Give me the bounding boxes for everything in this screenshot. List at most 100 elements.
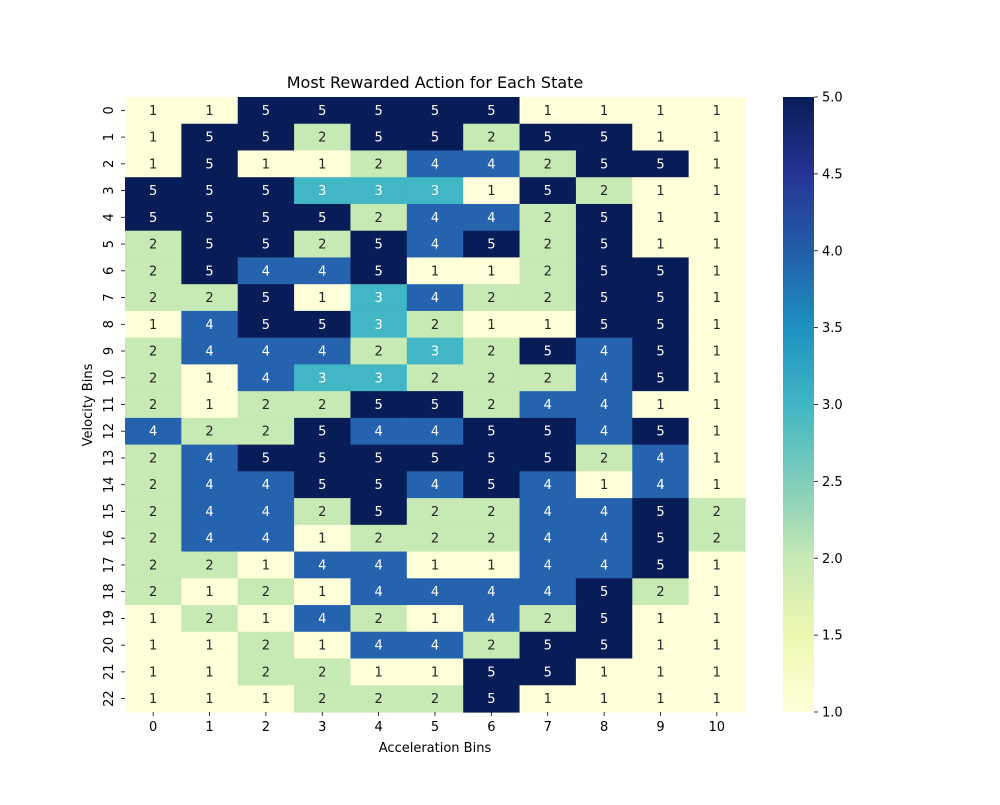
heatmap-cell [350,605,408,633]
heatmap-cell [181,658,239,686]
colorbar-tick-label: 3.5 [822,321,843,336]
heatmap-cell [632,685,690,713]
heatmap-cell [181,524,239,553]
cell-value-label: 1 [713,264,721,279]
cell-value-label: 4 [149,425,157,440]
heatmap-cell [632,177,690,205]
cell-value-label: 2 [205,291,213,306]
heatmap-cell [688,364,746,392]
cell-value-label: 5 [487,104,495,119]
cell-value-label: 1 [713,157,721,172]
x-tick-label: 0 [149,720,157,735]
heatmap-cell [406,364,464,392]
heatmap-cell [688,230,746,259]
heatmap-cell [519,337,577,365]
cell-value-label: 4 [374,558,382,573]
cell-value-label: 1 [431,264,439,279]
heatmap-cell [237,123,295,152]
cell-value-label: 5 [656,157,664,172]
cell-value-label: 1 [318,291,326,306]
cell-value-label: 1 [149,157,157,172]
heatmap-cell [688,203,746,232]
heatmap-cell [575,310,633,339]
chart-title: Most Rewarded Action for Each State [287,73,584,92]
cell-value-label: 1 [600,104,608,119]
heatmap-cell [406,524,464,553]
cell-value-label: 5 [149,184,157,199]
cell-value-label: 2 [149,505,157,520]
cell-value-label: 2 [544,157,552,172]
cell-value-label: 5 [600,318,608,333]
cell-value-label: 4 [487,612,495,627]
heatmap-cell [181,444,239,472]
cell-value-label: 2 [374,532,382,547]
cell-value-label: 4 [600,371,608,386]
cell-value-label: 4 [318,264,326,279]
heatmap-cell [125,97,182,125]
colorbar [783,97,814,712]
y-axis-label: Velocity Bins [81,363,96,446]
heatmap-cell [237,578,295,606]
colorbar-tick-label: 2.0 [822,552,843,567]
heatmap-cell [125,310,182,339]
cell-value-label: 2 [487,131,495,146]
cell-value-label: 1 [262,692,270,707]
cell-value-label: 5 [262,184,270,199]
heatmap-cell [350,471,408,499]
cell-value-label: 1 [713,451,721,466]
y-tick-label: 18 [102,583,117,600]
heatmap-cell [294,551,352,579]
heatmap-cell [125,364,182,392]
heatmap-cell [406,230,464,259]
cell-value-label: 4 [431,478,439,493]
heatmap-cell [125,444,182,472]
cell-value-label: 2 [318,665,326,680]
cell-value-label: 1 [487,184,495,199]
cell-value-label: 4 [374,639,382,654]
cell-value-label: 1 [149,131,157,146]
y-tick-label: 11 [102,396,117,413]
cell-value-label: 1 [656,211,664,226]
cell-value-label: 5 [544,665,552,680]
heatmap-cell [688,471,746,499]
cell-value-label: 2 [149,532,157,547]
cell-value-label: 4 [318,345,326,360]
cell-value-label: 2 [149,264,157,279]
cell-value-label: 1 [205,371,213,386]
heatmap-cell [294,498,352,526]
heatmap-cell [519,97,577,125]
cell-value-label: 4 [205,505,213,520]
cell-value-label: 4 [656,478,664,493]
heatmap-cell [350,551,408,579]
heatmap-cell [575,177,633,205]
cell-value-label: 5 [262,131,270,146]
cell-value-label: 4 [318,558,326,573]
heatmap-cell [575,605,633,633]
heatmap-cell [125,524,182,553]
cell-value-label: 1 [318,639,326,654]
cell-value-label: 1 [205,585,213,600]
heatmap-cell [575,257,633,285]
cell-value-label: 2 [431,532,439,547]
cell-value-label: 5 [205,131,213,146]
cell-value-label: 1 [713,585,721,600]
colorbar-tick-label: 4.5 [822,167,843,182]
cell-value-label: 5 [431,398,439,413]
cell-value-label: 1 [205,692,213,707]
y-tick-label: 16 [102,530,117,547]
cell-value-label: 1 [431,612,439,627]
cell-value-label: 5 [600,291,608,306]
cell-value-label: 2 [544,291,552,306]
heatmap-cell [294,685,352,713]
colorbar-tick-label: 1.0 [822,706,843,721]
heatmap-cell [125,150,182,178]
y-tick-label: 1 [102,133,117,141]
heatmap-cell [125,284,182,312]
cell-value-label: 4 [487,585,495,600]
cell-value-label: 2 [431,371,439,386]
heatmap-cell [463,471,521,499]
heatmap-cell [125,123,182,152]
heatmap-cell [350,658,408,686]
heatmap-cell [688,310,746,339]
heatmap-cell [350,417,408,446]
